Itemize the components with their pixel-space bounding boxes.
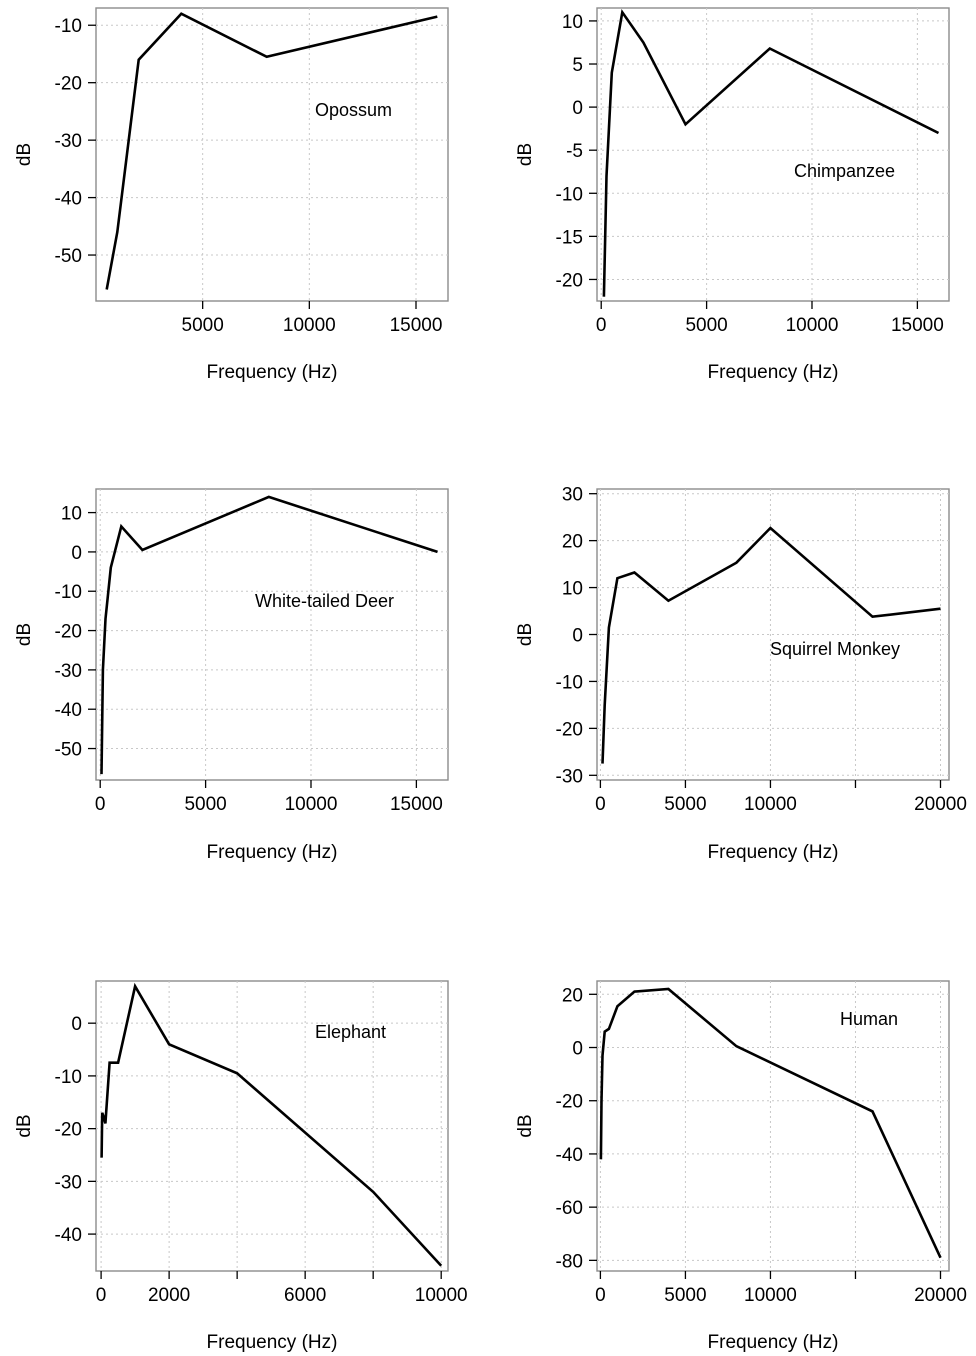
- x-tick-label: 5000: [685, 315, 727, 336]
- y-axis-label: dB: [515, 1114, 536, 1137]
- series-line: [601, 526, 941, 764]
- y-tick-label: 0: [71, 543, 82, 564]
- x-tick-label: 15000: [390, 315, 443, 336]
- y-tick-label: -40: [556, 1145, 583, 1166]
- y-tick-label: 5: [572, 55, 583, 76]
- plot-area: [95, 980, 449, 1272]
- y-tick-label: -30: [55, 661, 82, 682]
- y-tick-label: 20: [562, 985, 583, 1006]
- y-axis-label: dB: [515, 623, 536, 646]
- series-line: [100, 495, 438, 775]
- y-tick-label: -40: [55, 700, 82, 721]
- y-tick-label: -80: [556, 1251, 583, 1272]
- y-tick-label: 10: [562, 579, 583, 600]
- y-tick-label: 0: [71, 1014, 82, 1035]
- y-axis-label: dB: [14, 623, 35, 646]
- chart-panel: 0 2000 6000 10000 -40 -30 -20 -10 0 Elephant Frequ…: [14, 980, 468, 1353]
- plot-area: [596, 980, 950, 1272]
- y-tick-label: -20: [556, 719, 583, 740]
- x-tick-label: 15000: [891, 315, 944, 336]
- y-axis-label: dB: [14, 1114, 35, 1137]
- y-tick-label: -5: [566, 141, 583, 162]
- x-tick-label: 5000: [664, 1285, 706, 1306]
- species-label: White-tailed Deer: [255, 591, 394, 611]
- y-tick-label: -40: [55, 189, 82, 210]
- x-tick-label: 10000: [744, 1285, 797, 1306]
- x-tick-label: 2000: [148, 1285, 190, 1306]
- x-tick-label: 6000: [284, 1285, 326, 1306]
- plot-area: [95, 7, 449, 302]
- x-tick-label: 10000: [283, 315, 336, 336]
- y-tick-label: -20: [55, 74, 82, 95]
- x-tick-label: 20000: [914, 794, 967, 815]
- plot-area: [95, 488, 449, 781]
- x-axis-label: Frequency (Hz): [708, 1332, 839, 1353]
- x-tick-label: 10000: [285, 794, 338, 815]
- chart-panel: 0 5000 10000 20000 -80 -60 -40 -20 0 20 Human Frequ…: [515, 980, 967, 1353]
- y-tick-label: -20: [55, 622, 82, 643]
- series-line: [602, 8, 940, 297]
- series-line: [599, 987, 942, 1259]
- species-label: Human: [840, 1009, 898, 1029]
- y-tick-label: -20: [556, 270, 583, 291]
- y-tick-label: 20: [562, 532, 583, 553]
- plot-area: [596, 7, 950, 302]
- y-tick-label: 30: [562, 485, 583, 506]
- y-axis-label: dB: [515, 143, 536, 166]
- y-tick-label: -10: [55, 582, 82, 603]
- y-tick-label: 0: [572, 1039, 583, 1060]
- y-tick-label: -10: [556, 184, 583, 205]
- x-tick-label: 20000: [914, 1285, 967, 1306]
- y-tick-label: 0: [572, 98, 583, 119]
- x-tick-label: 10000: [415, 1285, 468, 1306]
- x-axis-label: Frequency (Hz): [708, 842, 839, 863]
- chart-panel: 0 5000 10000 15000 -20 -15 -10 -5 0 5 10 Chimpanzee…: [515, 7, 950, 383]
- x-tick-label: 5000: [184, 794, 226, 815]
- species-label: Squirrel Monkey: [770, 639, 900, 659]
- x-tick-label: 0: [596, 315, 607, 336]
- x-axis-label: Frequency (Hz): [207, 362, 338, 383]
- y-tick-label: -10: [55, 16, 82, 37]
- series-line: [100, 982, 443, 1267]
- y-tick-label: -30: [55, 1172, 82, 1193]
- x-axis-label: Frequency (Hz): [708, 362, 839, 383]
- y-tick-label: -30: [556, 766, 583, 787]
- x-axis-label: Frequency (Hz): [207, 842, 338, 863]
- species-label: Elephant: [315, 1022, 386, 1042]
- x-tick-label: 0: [96, 1285, 107, 1306]
- y-tick-label: -15: [556, 227, 583, 248]
- chart-panel: 0 5000 10000 15000 -50 -40 -30 -20 -10 0 10 White-t…: [14, 488, 449, 863]
- species-label: Opossum: [315, 100, 392, 120]
- y-tick-label: -20: [55, 1120, 82, 1141]
- species-label: Chimpanzee: [794, 161, 895, 181]
- series-line: [105, 12, 438, 290]
- y-tick-label: -10: [556, 672, 583, 693]
- x-tick-label: 0: [595, 794, 606, 815]
- x-tick-label: 10000: [786, 315, 839, 336]
- y-tick-label: -20: [556, 1092, 583, 1113]
- y-tick-label: -40: [55, 1225, 82, 1246]
- y-tick-label: 10: [61, 504, 82, 525]
- x-axis-label: Frequency (Hz): [207, 1332, 338, 1353]
- x-tick-label: 0: [595, 1285, 606, 1306]
- x-tick-label: 5000: [664, 794, 706, 815]
- y-tick-label: -50: [55, 740, 82, 761]
- x-tick-label: 10000: [744, 794, 797, 815]
- x-tick-label: 0: [95, 794, 106, 815]
- y-tick-label: 0: [572, 626, 583, 647]
- y-tick-label: -30: [55, 131, 82, 152]
- x-tick-label: 15000: [390, 794, 443, 815]
- y-tick-label: 10: [562, 12, 583, 33]
- y-tick-label: -50: [55, 246, 82, 267]
- chart-panel: 5000 10000 15000 -50 -40 -30 -20 -10 Opossum Freq…: [14, 7, 449, 383]
- x-tick-label: 5000: [182, 315, 224, 336]
- y-tick-label: -10: [55, 1067, 82, 1088]
- chart-panel: 0 5000 10000 20000 -30 -20 -10 0 10 20 30 Squirrel …: [515, 485, 967, 863]
- y-axis-label: dB: [14, 143, 35, 166]
- y-tick-label: -60: [556, 1198, 583, 1219]
